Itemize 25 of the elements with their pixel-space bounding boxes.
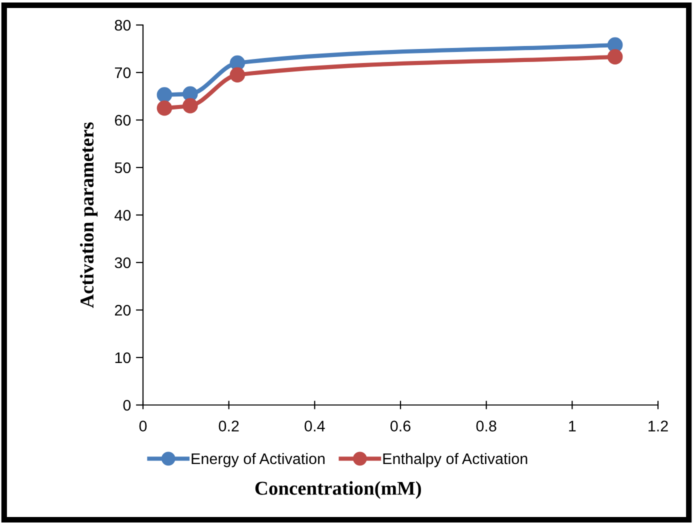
x-tick-label: 0 [139,420,147,432]
x-tick-label: 1.2 [648,420,668,432]
x-tick-label: 0.6 [390,420,410,432]
x-tick-label: 0.8 [476,420,496,432]
legend-label: Energy of Activation [192,452,325,468]
y-tick-label: 60 [114,114,131,126]
y-tick-label: 20 [114,304,131,316]
y-tick-label: 50 [114,162,131,174]
point [156,100,172,116]
y-tick-label: 40 [114,210,131,221]
point [607,49,623,64]
x-tick-label: 0.4 [304,420,325,432]
y-tick-label: 10 [115,352,131,364]
x-tick-label: 1 [569,420,576,432]
y-tick-label: 30 [114,257,131,268]
y-axis-title: Activation parameters [80,122,98,308]
point [182,98,198,114]
point [156,87,172,102]
legend-label: Enthalpy of Activation [383,452,528,468]
x-tick-label: 0.2 [218,420,239,432]
x-axis-title: Concentration(mM) [255,481,421,499]
point [230,67,246,83]
y-tick-label: 80 [114,20,131,31]
y-tick-label: 0 [123,400,131,411]
y-tick-label: 70 [114,67,131,78]
